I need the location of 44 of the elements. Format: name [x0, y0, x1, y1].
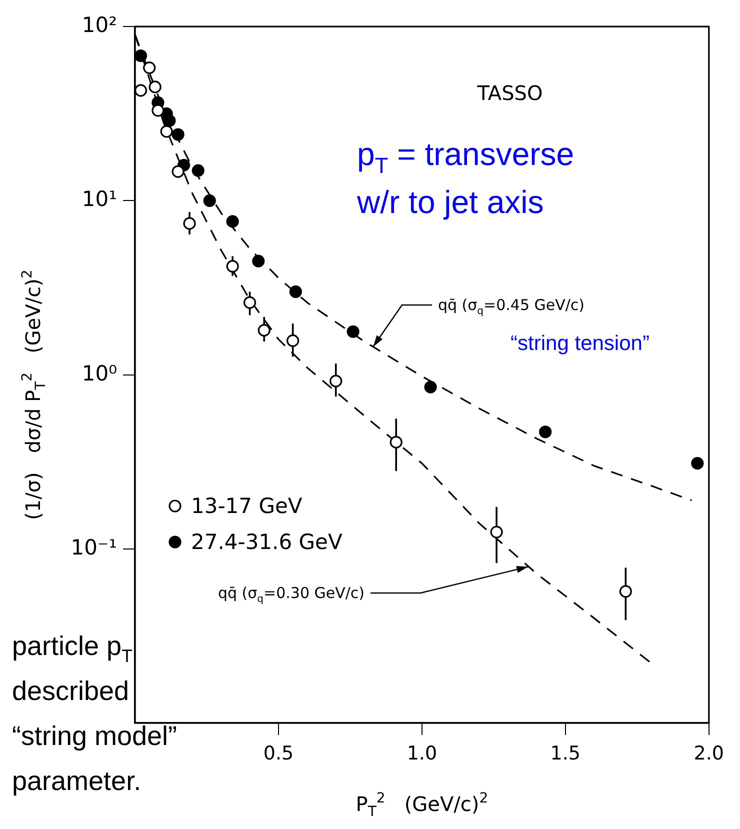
point: [390, 436, 402, 449]
annotation: “string tension”: [510, 332, 650, 355]
annotation: “string model”: [12, 721, 178, 751]
point: [163, 114, 176, 128]
x-tick-label: 1.5: [550, 742, 581, 764]
point: [152, 104, 164, 117]
annotation: w/r to jet axis: [356, 184, 544, 220]
point: [289, 285, 302, 298]
text: parameter.: [12, 766, 142, 796]
y-tick-label: 10¹: [82, 187, 117, 212]
point: [258, 324, 270, 337]
point: [346, 325, 360, 338]
point: [160, 125, 173, 138]
point: [252, 254, 265, 268]
y-tick-label: 10⁰: [82, 361, 117, 386]
point: [490, 526, 503, 538]
point: [148, 80, 162, 94]
point: [243, 296, 256, 309]
point: [226, 260, 239, 273]
y-tick-label: 10⁻¹: [70, 535, 117, 560]
point: [691, 457, 704, 470]
point: [172, 128, 184, 141]
legend-label: 27.4-31.6 GeV: [191, 530, 343, 554]
point: [135, 49, 148, 62]
point: [203, 194, 216, 207]
y-tick-label: 10²: [82, 13, 117, 38]
point: [135, 84, 148, 97]
x-tick-label: 2.0: [694, 742, 724, 764]
point: [183, 217, 196, 230]
point: [226, 215, 239, 228]
point: [330, 374, 342, 388]
x-tick-label: 1.0: [406, 742, 438, 764]
point: [172, 165, 184, 178]
x-tick-label: 0.5: [263, 742, 294, 764]
point: [424, 380, 437, 394]
point: [143, 61, 156, 74]
point: [539, 426, 552, 438]
point: [619, 585, 632, 598]
point: [286, 334, 300, 347]
legend-label: 13-17 GeV: [191, 494, 303, 518]
text: (1/σ) dσ/d PT2 (GeV/c)2: [20, 270, 49, 520]
annotation: TASSO: [476, 81, 543, 105]
point: [192, 164, 204, 177]
text: described: [12, 676, 130, 706]
